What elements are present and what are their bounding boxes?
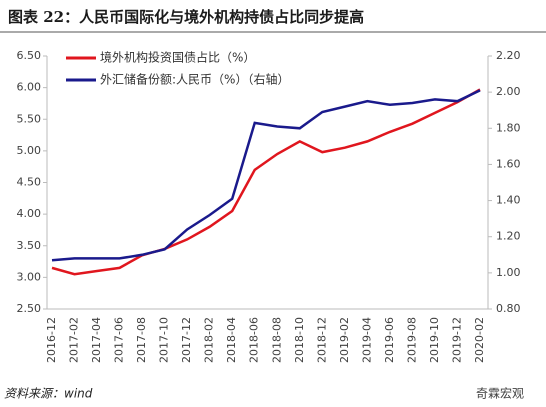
y2-tick-label: 2.20 bbox=[496, 49, 521, 62]
y-tick-label: 3.00 bbox=[17, 270, 42, 283]
x-tick-label: 2019-10 bbox=[428, 317, 441, 363]
x-tick-label: 2020-02 bbox=[473, 317, 486, 363]
legend-label: 外汇储备份额:人民币（%）（右轴） bbox=[100, 72, 289, 87]
y2-tick-label: 1.80 bbox=[496, 121, 521, 134]
y2-tick-label: 1.40 bbox=[496, 194, 521, 207]
x-tick-label: 2018-04 bbox=[225, 317, 238, 363]
x-tick-label: 2019-04 bbox=[360, 317, 373, 363]
y-tick-label: 6.00 bbox=[17, 81, 42, 94]
x-tick-label: 2017-10 bbox=[158, 317, 171, 363]
y2-tick-label: 2.00 bbox=[496, 85, 521, 98]
series-line bbox=[51, 88, 481, 276]
y-tick-label: 2.50 bbox=[17, 302, 42, 315]
y-tick-label: 5.00 bbox=[17, 144, 42, 157]
legend-label: 境外机构投资国债占比（%） bbox=[100, 50, 255, 65]
y-tick-label: 5.50 bbox=[17, 112, 42, 125]
series-line bbox=[51, 89, 481, 262]
x-tick-label: 2017-04 bbox=[90, 317, 103, 363]
x-tick-label: 2018-10 bbox=[293, 317, 306, 363]
x-tick-label: 2017-12 bbox=[180, 317, 193, 363]
y-tick-label: 6.50 bbox=[17, 49, 42, 62]
x-tick-label: 2019-12 bbox=[450, 317, 463, 363]
x-tick-label: 2019-06 bbox=[383, 317, 396, 363]
source: 资料来源：wind bbox=[4, 387, 93, 401]
chart-title: 图表 22：人民币国际化与境外机构持债占比同步提高 bbox=[8, 8, 364, 26]
x-tick-label: 2017-02 bbox=[68, 317, 81, 363]
y2-tick-label: 1.20 bbox=[496, 230, 521, 243]
x-tick-label: 2016-12 bbox=[45, 317, 58, 363]
x-tick-label: 2018-02 bbox=[203, 317, 216, 363]
y2-tick-label: 1.60 bbox=[496, 157, 521, 170]
watermark: 奇霖宏观 bbox=[476, 386, 524, 401]
x-tick-label: 2018-08 bbox=[270, 317, 283, 363]
y2-tick-label: 1.00 bbox=[496, 266, 521, 279]
x-tick-label: 2019-08 bbox=[405, 317, 418, 363]
x-tick-label: 2018-06 bbox=[248, 317, 261, 363]
y2-tick-label: 0.80 bbox=[496, 302, 521, 315]
y-tick-label: 4.50 bbox=[17, 176, 42, 189]
x-tick-label: 2018-12 bbox=[315, 317, 328, 363]
y-tick-label: 3.50 bbox=[17, 239, 42, 252]
y-tick-label: 4.00 bbox=[17, 207, 42, 220]
x-tick-label: 2019-02 bbox=[338, 317, 351, 363]
x-tick-label: 2017-06 bbox=[113, 317, 126, 363]
x-tick-label: 2017-08 bbox=[135, 317, 148, 363]
